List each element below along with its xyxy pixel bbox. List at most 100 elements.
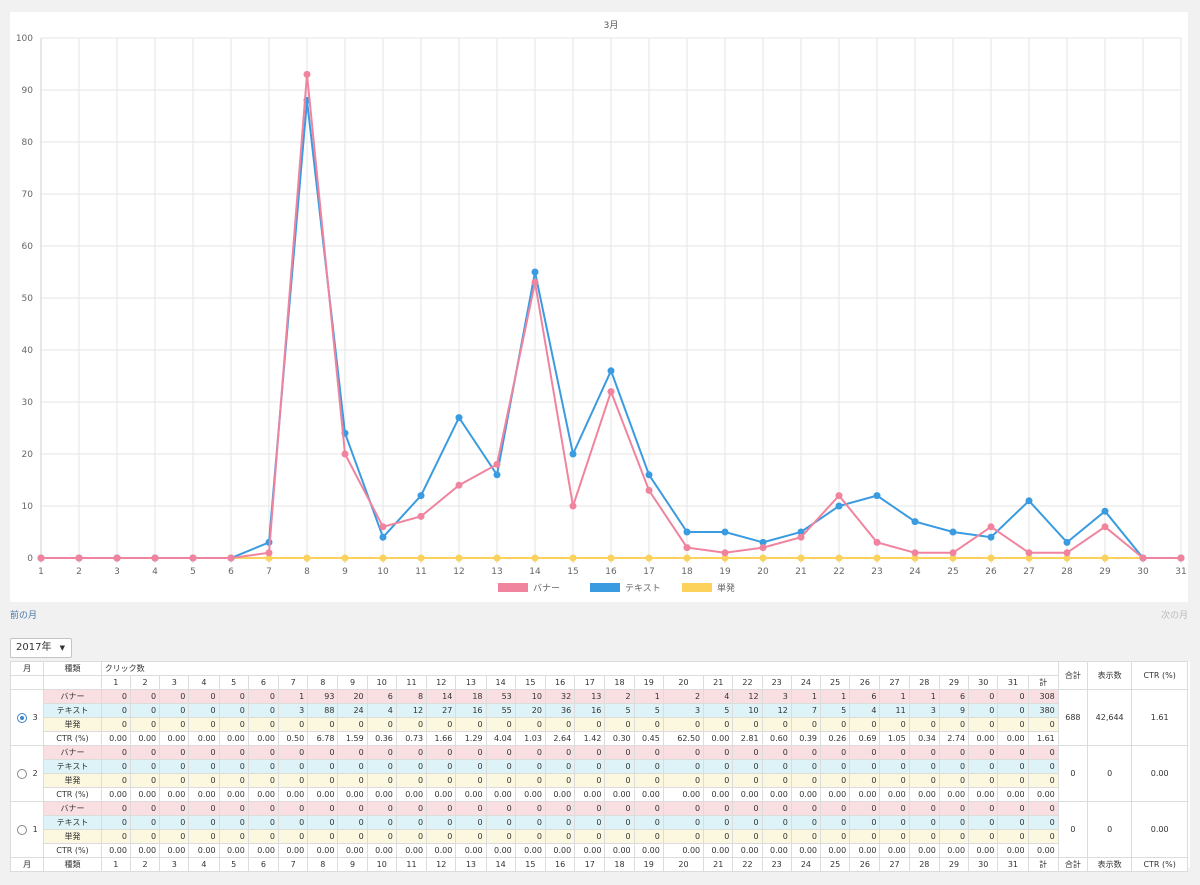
x-tick-label: 15 [567,567,578,577]
day-value: 0 [395,773,428,788]
data-point-1 [569,450,577,458]
day-value: 0 [732,815,763,830]
day-value: 1.66 [426,731,457,746]
day-value: 0 [100,759,131,774]
data-point-0 [645,486,653,494]
day-value: 0 [544,759,576,774]
day-value: 0 [997,717,1029,732]
day-value: 0 [247,745,280,760]
data-point-1 [379,533,387,541]
next-month-link[interactable]: 次の月 [1160,611,1188,621]
day-value: 0 [485,773,516,788]
row-type-label: バナー [43,801,102,816]
header-day: 20 [662,857,705,872]
day-value: 0 [938,829,970,844]
day-value: 0 [129,717,161,732]
month-label: 3 [32,713,38,722]
header-blank [9,675,45,690]
day-value: 0.00 [703,843,734,858]
data-point-1 [949,528,957,536]
month-radio[interactable] [16,712,27,723]
row-type-label: 単発 [43,773,102,788]
data-point-1 [1063,538,1071,546]
data-point-0 [189,554,197,562]
day-value: 0 [218,829,249,844]
table-header-row: 月種類 クリック数 合計 表示数 CTR (%) [9,661,1188,690]
data-point-2 [1025,554,1033,562]
day-value: 0 [188,703,220,718]
day-value: 0 [633,759,664,774]
data-point-0 [911,549,919,557]
header-day: 14 [485,857,516,872]
day-value: 0.00 [395,787,428,802]
header-day: 16 [544,675,576,690]
day-value: 0 [761,773,792,788]
day-value: 0 [968,815,999,830]
y-tick-label: 30 [22,398,34,408]
year-select[interactable]: 2017年 ▼ [10,638,72,658]
data-point-1 [797,528,805,536]
data-point-1 [493,471,501,479]
header-day: 19 [633,857,664,872]
y-tick-label: 90 [22,86,34,96]
day-value: 0 [514,801,546,816]
prev-month-link[interactable]: 前の月 [10,611,38,621]
day-value: 0.00 [426,843,457,858]
data-point-2 [683,554,691,562]
day-value: 0 [218,689,249,704]
month-radio[interactable] [16,824,27,835]
day-value: 0.00 [129,787,161,802]
day-value: 20 [514,703,546,718]
day-value: 0 [574,773,606,788]
x-tick-label: 22 [833,567,844,577]
data-point-2 [607,554,615,562]
day-value: 0 [968,745,999,760]
x-tick-label: 28 [1061,567,1073,577]
stats-table-container: 月種類 クリック数 合計 表示数 CTR (%) 1 2 3 4 5 6 7 8 9 10 11 12 13 14 1… [9,661,1190,872]
day-value: 0 [997,829,1029,844]
day-value: 0 [395,759,428,774]
day-value: 0 [218,773,249,788]
x-tick-label: 16 [605,567,617,577]
month-ctr: 0.00 [1131,801,1188,858]
header-blank [43,675,102,690]
chart-panel: 3月 0 10 20 30 40 50 60 70 80 90 100 1 2 3 4 5 6 7 8 9 10 11 12 1… [10,12,1188,602]
day-value: 0 [849,745,881,760]
year-select-value: 2017年 [16,642,52,653]
header-day: 19 [633,675,664,690]
day-value: 2.64 [544,731,576,746]
day-value: 0.00 [633,843,664,858]
day-value: 1.42 [574,731,606,746]
header-day: 31 [997,857,1029,872]
month-radio[interactable] [16,768,27,779]
row-type-label: CTR (%) [43,731,102,746]
header-day: 2 [129,675,161,690]
header-day: 1 [100,857,131,872]
day-value: 10 [732,703,763,718]
day-value: 0.00 [732,843,763,858]
day-value: 0 [879,829,910,844]
day-value: 0 [908,773,940,788]
row-sum: 0 [1027,717,1059,732]
day-value: 5 [703,703,734,718]
day-value: 0.00 [277,787,309,802]
data-point-1 [911,518,919,526]
day-value: 0 [879,745,910,760]
day-value: 0 [790,829,822,844]
day-value: 0 [277,759,309,774]
day-value: 0.00 [879,843,910,858]
day-value: 0 [761,801,792,816]
day-value: 0.00 [544,843,576,858]
data-point-0 [949,549,957,557]
y-tick-label: 20 [22,450,34,460]
x-tick-label: 12 [453,567,464,577]
day-value: 0 [997,773,1029,788]
day-value: 0 [544,815,576,830]
row-sum: 0 [1027,759,1059,774]
day-value: 0 [426,801,457,816]
day-value: 0 [544,829,576,844]
data-point-0 [721,549,729,557]
day-value: 0 [366,815,397,830]
day-value: 0 [938,801,970,816]
row-type-label: CTR (%) [43,843,102,858]
